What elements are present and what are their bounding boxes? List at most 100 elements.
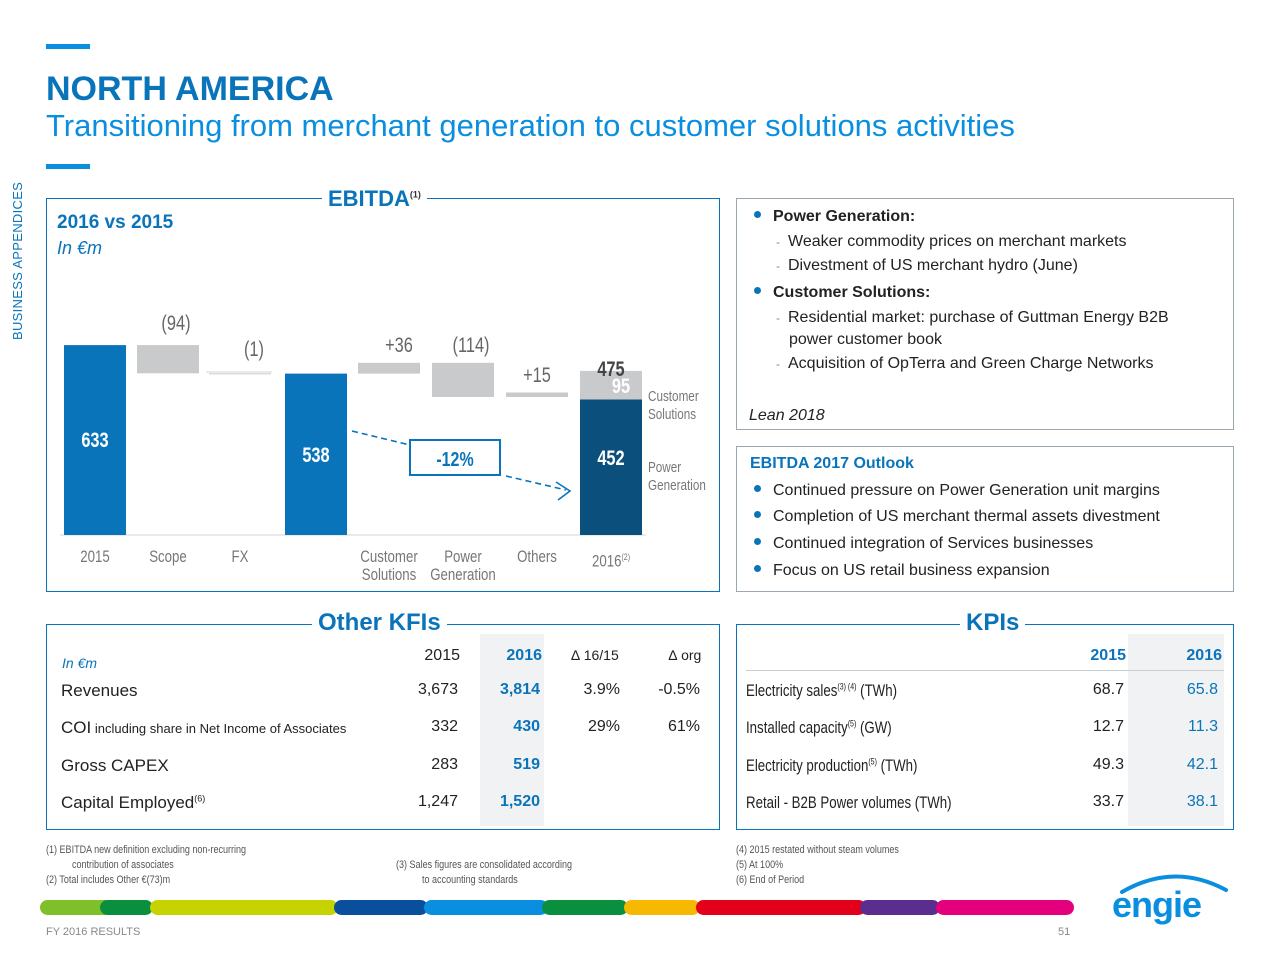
value-label-2016-customer-solutions: 95 — [611, 374, 631, 398]
outlook-item: Focus on US retail business expansion — [754, 562, 1050, 580]
kfis-header-2015: 2015 — [424, 647, 460, 664]
kfis-row-label: Capital Employed(6) — [61, 793, 206, 812]
kfis-header-delta: ∆ 16/15 — [571, 647, 619, 663]
power-gen-item: - Weaker commodity prices on merchant mar… — [776, 233, 1127, 250]
kpis-cell-2015: 49.3 — [1092, 756, 1124, 773]
outlook-item: Continued integration of Services busine… — [754, 535, 1093, 553]
kpis-row-label: Electricity production(5) (TWh) — [746, 756, 918, 775]
kpis-cell-2016: 38.1 — [1186, 793, 1218, 810]
footer-color-strip — [100, 900, 153, 915]
bar-delta — [358, 362, 420, 374]
x-axis-label: Power Generation — [430, 547, 496, 584]
footnote-4: (4) 2015 restated without steam volumes — [736, 844, 899, 856]
side-label: BUSINESS APPENDICES — [10, 181, 25, 340]
footnote-2: (2) Total includes Other €(73)m — [46, 874, 171, 886]
customer-heading: Customer Solutions: — [754, 284, 930, 302]
value-label-2016-power-generation: 452 — [597, 447, 625, 471]
page-subtitle: Transitioning from merchant generation t… — [46, 108, 1015, 143]
ebitda-unit: In €m — [57, 238, 103, 258]
bullet-icon — [754, 485, 761, 493]
outlook-box — [736, 446, 1234, 592]
x-axis-label: Customer Solutions — [360, 547, 418, 584]
footnote-3b: to accounting standards — [422, 874, 518, 886]
kfis-row-label: Gross CAPEX — [61, 756, 169, 775]
trend-arrow-right — [505, 475, 567, 491]
value-label-customer-solutions: +36 — [385, 334, 413, 357]
bar-delta — [137, 345, 199, 374]
header-accent-top — [46, 44, 90, 49]
page-title: NORTH AMERICA — [46, 70, 334, 108]
kfis-cell-2016: 1,520 — [499, 793, 540, 810]
x-axis-label: Others — [517, 547, 557, 566]
value-label-538: 538 — [302, 443, 330, 467]
customer-item: power customer book — [789, 331, 942, 348]
footer-color-strip — [936, 900, 1074, 915]
footnote-5: (5) At 100% — [736, 859, 784, 871]
kpis-cell-2016: 42.1 — [1186, 756, 1218, 773]
kfis-cell-2016: 519 — [513, 756, 540, 773]
lean-label: Lean 2018 — [749, 407, 825, 424]
engie-logo: engie — [1112, 884, 1202, 925]
footnote-3a: (3) Sales figures are consolidated accor… — [396, 859, 572, 871]
kpis-row-label: Retail - B2B Power volumes (TWh) — [746, 793, 952, 812]
outlook-title: EBITDA 2017 Outlook — [750, 455, 914, 472]
bar-delta — [432, 362, 494, 397]
ebitda-period: 2016 vs 2015 — [57, 212, 174, 233]
kpis-row-label: Installed capacity(5) (GW) — [746, 718, 892, 737]
kfis-row-label: Revenues — [61, 681, 138, 700]
kfis-cell-delta: 3.9% — [583, 681, 620, 698]
kpis-row-label: Electricity sales(3) (4) (TWh) — [746, 681, 897, 700]
bar-total — [64, 345, 126, 535]
commentary-box — [736, 198, 1234, 430]
change-box — [409, 439, 501, 476]
kfis-cell-2015: 332 — [431, 718, 458, 735]
kpis-header-2016: 2016 — [1186, 647, 1222, 664]
bar-2016-customer-solutions — [580, 370, 642, 400]
kfis-cell-2016: 3,814 — [499, 681, 540, 698]
kpis-header-2015: 2015 — [1090, 647, 1126, 664]
footer-color-strip — [150, 900, 338, 915]
footer-color-strip — [696, 900, 866, 915]
kfis-title: Other KFIs — [312, 609, 447, 637]
bar-total — [285, 373, 347, 535]
kfis-cell-2015: 1,247 — [417, 793, 458, 810]
kpis-cell-2016: 11.3 — [1188, 718, 1218, 735]
footnote-1b: contribution of associates — [72, 859, 174, 871]
page-number: 51 — [1058, 926, 1071, 938]
trend-arrow-head — [555, 481, 572, 501]
footer-color-strip — [624, 900, 700, 915]
kfis-cell-2016: 430 — [513, 718, 540, 735]
kpis-2016-shade — [1128, 634, 1224, 826]
kfis-cell-2015: 283 — [431, 756, 458, 773]
ebitda-title: EBITDA(1) — [322, 186, 427, 212]
bullet-icon — [754, 511, 761, 519]
kfis-2016-shade — [480, 634, 544, 826]
kfis-unit: In €m — [62, 655, 98, 671]
footer-color-strip — [860, 900, 940, 915]
power-gen-item: - Divestment of US merchant hydro (June) — [776, 257, 1078, 274]
bar-delta — [506, 392, 568, 397]
ebitda-waterfall-chart: -12% — [60, 345, 646, 536]
bar-2016-power-generation — [580, 399, 642, 535]
x-axis-label: 2015 — [80, 547, 110, 566]
footnote-6: (6) End of Period — [736, 874, 805, 886]
bullet-icon — [754, 538, 761, 546]
footer-color-strip — [334, 900, 428, 915]
kpis-title: KPIs — [960, 609, 1026, 637]
value-label-others: +15 — [523, 364, 551, 387]
x-axis-label: 2016(2) — [591, 551, 631, 571]
kpis-cell-2015: 12.7 — [1092, 718, 1124, 735]
x-axis-label: Scope — [149, 547, 187, 566]
engie-logo-arc-icon — [1120, 874, 1228, 894]
kpis-cell-2016: 65.8 — [1186, 681, 1218, 698]
header-accent-bottom — [46, 164, 90, 169]
kfis-cell-2015: 3,673 — [417, 681, 458, 698]
value-label-2015: 633 — [81, 429, 109, 453]
footer-left: FY 2016 RESULTS — [46, 926, 141, 938]
bullet-icon — [754, 565, 761, 573]
kfis-cell-delta: 29% — [587, 718, 620, 735]
power-gen-heading: Power Generation: — [754, 208, 915, 226]
outlook-item: Completion of US merchant thermal assets… — [754, 508, 1160, 526]
kfis-header-org: ∆ org — [668, 647, 702, 663]
kpis-cell-2015: 33.7 — [1092, 793, 1124, 810]
